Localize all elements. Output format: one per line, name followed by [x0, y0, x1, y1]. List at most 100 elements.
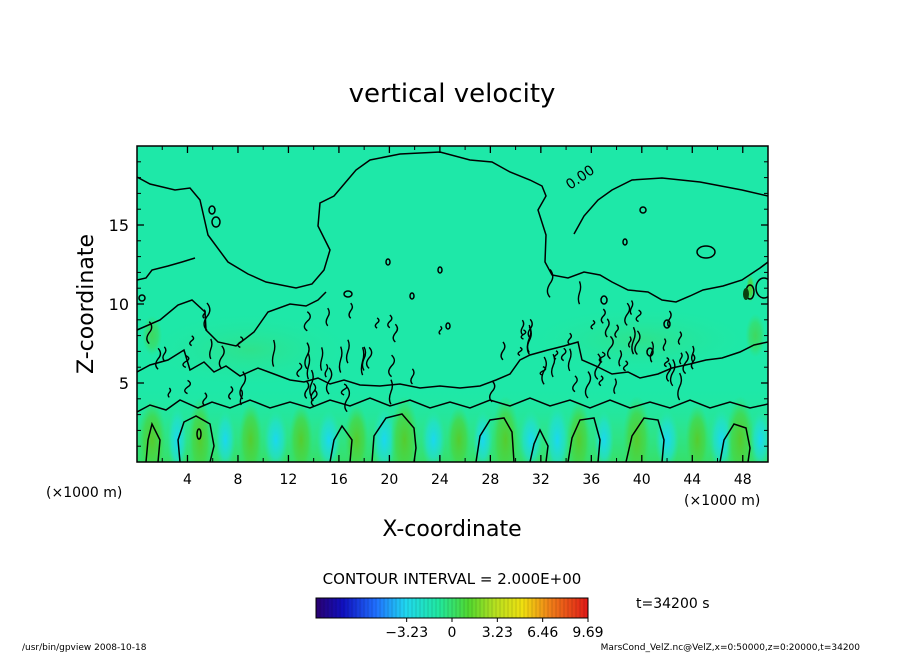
y-tick-label: 15: [109, 216, 129, 235]
colorbar-stripes: [319, 598, 585, 618]
downdraft-cell: [545, 404, 570, 462]
contour-squiggle: [304, 381, 310, 399]
x-axis: 4 8 12 16 20 24 28 32 36 40 44 48: [161, 146, 752, 488]
contour-loop: [211, 216, 221, 228]
contour-squiggle: [388, 379, 394, 405]
updraft-cell: [289, 404, 314, 462]
downdraft-cell: [421, 410, 446, 462]
colorbar-tick-label: −3.23: [385, 625, 428, 641]
contour-loop: [445, 322, 451, 330]
contour-dark-cell: [743, 288, 749, 300]
colorbar-ticks: −3.23 0 3.23 6.46 9.69: [385, 618, 604, 641]
x-tick-label: 16: [330, 472, 348, 488]
contour-squiggle: [392, 323, 399, 343]
contour-squiggle: [303, 311, 311, 332]
contour-squiggle: [622, 360, 629, 372]
contour-line: [329, 424, 353, 462]
contour-squiggle: [618, 349, 623, 367]
contour-squiggle: [324, 363, 329, 378]
contour-squiggle: [340, 383, 348, 396]
contour-squiggle: [325, 367, 333, 395]
updraft-cell: [344, 404, 369, 462]
contour-loop: [755, 277, 768, 299]
x-tick-label: 20: [380, 472, 398, 488]
contour-squiggle: [590, 319, 596, 330]
colorbar-tick-label: 3.23: [482, 625, 513, 641]
downdraft-cell: [750, 410, 768, 462]
updraft-cell: [745, 313, 766, 358]
updraft-cell: [390, 396, 419, 462]
y-axis-label: Z-coordinate: [74, 234, 99, 374]
contour-squiggle: [360, 347, 365, 376]
updraft-cell: [566, 400, 591, 462]
contour-squiggle: [202, 309, 206, 319]
contour-squiggle: [520, 319, 525, 336]
contour-squiggle: [667, 310, 672, 328]
contour-interval-text: CONTOUR INTERVAL = 2.000E+00: [323, 570, 582, 588]
contour-line: [137, 291, 327, 347]
contour-squiggle: [304, 342, 310, 370]
contour-squiggle: [348, 302, 354, 319]
contour-squiggle: [239, 389, 244, 406]
contour-squiggle: [679, 352, 683, 365]
contour-squiggle: [662, 338, 667, 352]
contour-squiggle: [634, 330, 641, 355]
contour-squiggle: [635, 309, 642, 323]
contour-squiggle: [677, 372, 683, 401]
contour-squiggle: [604, 318, 610, 338]
time-text: t=34200 s: [636, 596, 710, 612]
contour-squiggle: [682, 350, 689, 375]
contour-squiggle: [613, 378, 617, 395]
contour-squiggle: [517, 346, 523, 357]
contour-squiggle: [203, 302, 211, 331]
contour-squiggle: [338, 346, 343, 373]
x-tick-label: 32: [532, 472, 550, 488]
contour-line: [137, 397, 768, 413]
contour-squiggle: [438, 325, 443, 335]
contour-squiggle: [296, 362, 303, 378]
contour-squiggle: [500, 341, 506, 361]
contour-line: [475, 417, 515, 462]
contour-loop: [196, 428, 202, 440]
contour-squiggle: [577, 281, 582, 305]
contour-squiggle: [388, 354, 396, 378]
contour-loop: [622, 238, 628, 246]
contour-loop: [138, 294, 146, 302]
colorbar-tick-label: 6.46: [527, 625, 558, 641]
contour-loop: [385, 258, 391, 266]
contour-line: [145, 421, 161, 462]
contour-squiggle: [527, 318, 533, 339]
contour-squiggle: [624, 302, 631, 326]
contour-squiggle: [146, 321, 153, 345]
contour-squiggle: [365, 346, 373, 369]
contour-squiggle: [306, 353, 311, 380]
x-axis-label: X-coordinate: [382, 517, 521, 542]
contour-squiggle: [665, 362, 672, 382]
contour-squiggle: [600, 308, 606, 324]
contour-squiggle: [239, 371, 247, 400]
contour-squiggle: [155, 347, 162, 370]
contour-squiggle: [649, 341, 654, 363]
contour-squiggle: [631, 326, 636, 355]
contour-squiggle: [189, 335, 195, 347]
contour-squiggle: [677, 331, 683, 346]
contour-squiggle: [690, 345, 695, 363]
footer-left: /usr/bin/gpview 2008-10-18: [22, 643, 147, 653]
updraft-cell: [685, 404, 710, 462]
contour-squiggle: [209, 338, 213, 360]
colorbar-tick-label: 9.69: [572, 625, 603, 641]
contour-squiggle: [598, 351, 606, 363]
contour-squiggle: [567, 348, 572, 372]
downdraft-cell: [593, 410, 614, 462]
updraft-cell: [622, 396, 651, 462]
contour-line: [719, 423, 751, 462]
updraft-cell: [446, 406, 471, 462]
footer-right: MarsCond_VelZ.nc@VelZ,x=0:50000,z=0:2000…: [601, 643, 861, 653]
y-axis: 5 10 15: [109, 161, 768, 447]
contour-loop: [639, 206, 647, 214]
field-mid-band: [140, 310, 360, 390]
contour-line: [137, 151, 768, 303]
contour-loop: [600, 295, 608, 305]
colorbar-tick-label: 0: [448, 625, 457, 641]
